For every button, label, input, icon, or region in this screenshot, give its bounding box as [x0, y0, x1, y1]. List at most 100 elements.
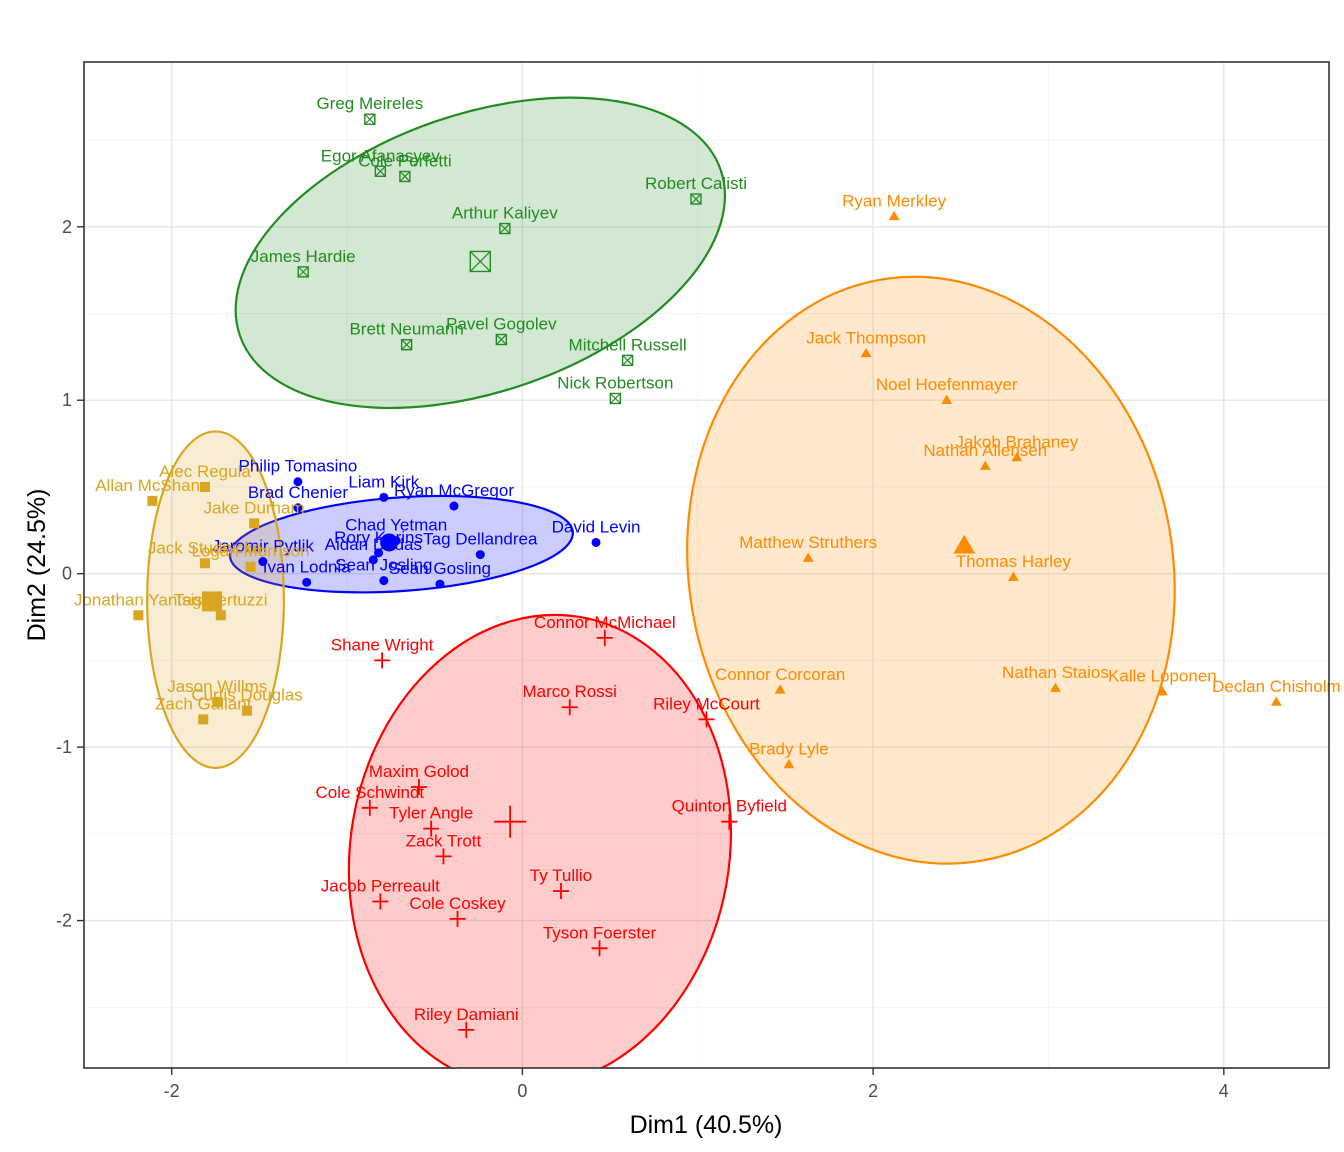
point-allan-mcshane [147, 495, 158, 506]
point-label-sean-josling: Sean Josling [335, 556, 432, 575]
point-ty-tullio [552, 883, 569, 900]
point-label-brett-neumann: Brett Neumann [349, 320, 463, 339]
point-tyler-angle [423, 820, 440, 837]
point-tag-dellandrea [475, 550, 485, 560]
point-label-brady-lyle: Brady Lyle [749, 739, 829, 758]
point-kalle-loponen [1157, 686, 1168, 696]
panel-border [83, 61, 1330, 1069]
point-connor-corcoran [774, 684, 786, 694]
point-label-logan-morrison: Logan Morrison [192, 542, 310, 561]
point-brett-neumann [400, 339, 413, 351]
point-jonathan-yantsis [133, 610, 144, 621]
point-label-thomas-harley: Thomas Harley [956, 552, 1072, 571]
point-label-declan-chisholm: Declan Chisholm [1212, 677, 1341, 696]
point-label-sean-gosling: Sean Gosling [389, 559, 491, 578]
point-label-jacob-perreault: Jacob Perreault [321, 876, 440, 895]
point-label-david-levin: David Levin [552, 517, 641, 536]
point-mitchell-russell [621, 354, 634, 367]
point-label-shane-wright: Shane Wright [331, 635, 434, 654]
point-ryan-mcgregor [449, 501, 459, 511]
point-cole-schwindt [361, 799, 378, 816]
panel-background [84, 62, 1329, 1068]
y-tick-label: 2 [62, 217, 72, 237]
point-label-jake-durham: Jake Durham [204, 498, 305, 517]
point-thomas-harley [1007, 571, 1019, 581]
point-label-jack-thompson: Jack Thompson [806, 328, 926, 347]
point-jakob-brahaney [1011, 451, 1023, 462]
point-label-arthur-kaliyev: Arthur Kaliyev [452, 204, 558, 223]
point-curtis-douglas [242, 705, 253, 716]
point-label-riley-damiani: Riley Damiani [414, 1005, 519, 1024]
point-greg-meireles [364, 113, 376, 125]
point-nathan-staios [1050, 682, 1061, 692]
point-robert-calisti [690, 193, 702, 205]
point-label-tag-dellandrea: Tag Dellandrea [423, 530, 538, 549]
point-label-jaromir-pytlik: Jaromir Pytlik [212, 537, 315, 556]
point-label-ty-tullio: Ty Tullio [530, 866, 592, 885]
grid-lines [84, 62, 1329, 1068]
x-tick-label: 2 [868, 1081, 878, 1101]
point-label-jonathan-yantsis: Jonathan Yantsis [74, 590, 203, 609]
point-brad-chenier [293, 503, 303, 513]
point-cole-perfetti [399, 170, 411, 183]
x-tick-label: -2 [164, 1081, 180, 1101]
point-label-noel-hoefenmayer: Noel Hoefenmayer [876, 375, 1018, 394]
cluster-centroid [494, 805, 527, 838]
point-rory-kerins [374, 548, 384, 558]
point-label-cole-coskey: Cole Coskey [409, 894, 506, 913]
point-label-nathan-allensen: Nathan Allensen [923, 441, 1047, 460]
point-james-hardie [297, 266, 309, 278]
point-david-levin [591, 537, 601, 547]
point-label-tag-bertuzzi: Tag Bertuzzi [174, 590, 268, 609]
x-tick-label: 0 [517, 1081, 527, 1101]
point-arthur-kaliyev [499, 222, 511, 235]
point-shane-wright [374, 652, 391, 669]
point-declan-chisholm [1270, 696, 1282, 706]
point-tyson-foerster [591, 940, 608, 957]
point-label-cole-schwindt: Cole Schwindt [315, 783, 424, 802]
point-maxim-golod [410, 779, 427, 796]
data-points [133, 113, 1282, 1038]
point-label-quinton-byfield: Quinton Byfield [672, 797, 787, 816]
point-marco-rossi [561, 699, 578, 716]
point-label-rory-kerins: Rory Kerins [334, 528, 423, 547]
point-label-philip-tomasino: Philip Tomasino [239, 457, 358, 476]
point-jaromir-pytlik [258, 557, 268, 567]
cluster-centroid [202, 591, 223, 612]
point-label-tyler-angle: Tyler Angle [389, 804, 473, 823]
cluster-ellipse [228, 494, 574, 594]
point-sean-gosling [435, 579, 445, 589]
point-nick-robertson [609, 392, 622, 405]
point-liam-kirk [379, 492, 389, 502]
point-alec-regula [199, 481, 210, 492]
cluster-ellipse [234, 96, 727, 410]
point-label-brad-chenier: Brad Chenier [248, 483, 349, 502]
y-tick-label: -2 [56, 911, 72, 931]
y-tick-label: -1 [56, 737, 72, 757]
point-label-nathan-staios: Nathan Staios [1002, 663, 1109, 682]
cluster-centroid [469, 250, 491, 273]
point-label-connor-mcmichael: Connor McMichael [534, 613, 676, 632]
point-label-mitchell-russell: Mitchell Russell [569, 335, 687, 354]
point-label-marco-rossi: Marco Rossi [522, 682, 616, 701]
point-sean-josling [379, 576, 389, 586]
point-label-alec-regula: Alec Regula [159, 462, 251, 481]
point-nathan-allensen [979, 460, 991, 470]
point-logan-morrison [245, 561, 256, 572]
x-tick-label: 4 [1219, 1081, 1229, 1101]
point-label-allan-mcshane: Allan McShane [95, 476, 209, 495]
point-ryan-merkley [888, 210, 900, 221]
point-connor-mcmichael [596, 629, 613, 646]
point-label-aidan-dudas: Aidan Dudas [325, 535, 422, 554]
point-label-tyson-foerster: Tyson Foerster [543, 923, 657, 942]
point-riley-damiani [458, 1021, 475, 1038]
point-label-connor-corcoran: Connor Corcoran [715, 665, 845, 684]
point-label-ivan-lodnia: Ivan Lodnia [263, 557, 351, 576]
point-label-pavel-gogolev: Pavel Gogolev [446, 315, 557, 334]
point-matthew-struthers [802, 552, 814, 562]
x-axis-title: Dim1 (40.5%) [630, 1111, 783, 1139]
point-riley-mccourt [698, 711, 715, 728]
point-jack-thompson [860, 347, 872, 358]
point-label-ryan-mcgregor: Ryan McGregor [394, 481, 514, 500]
